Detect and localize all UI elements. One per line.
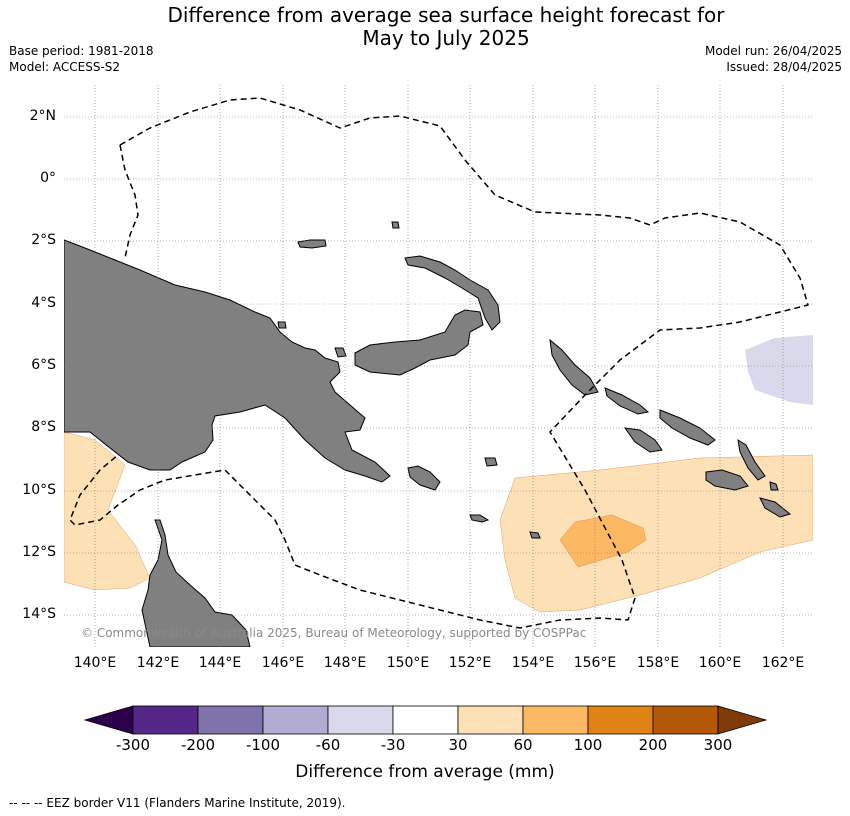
lat-label-0: 0° xyxy=(40,170,56,186)
manus-land xyxy=(297,239,327,249)
anomaly-region-light-orange-west xyxy=(64,431,151,591)
colorbar-label: -30 xyxy=(380,736,406,754)
colorbar-swatch xyxy=(522,705,589,735)
louisiade-land xyxy=(469,514,490,523)
colorbar-swatch xyxy=(327,705,394,735)
small-island-land xyxy=(334,347,347,358)
guadalcanal-land xyxy=(705,469,749,491)
eez-border xyxy=(69,97,809,629)
makira-land xyxy=(759,497,792,518)
lat-label-2n: 2°N xyxy=(29,108,56,124)
copyright-notice: © Commonwealth of Australia 2025, Bureau… xyxy=(81,626,587,640)
eez-footnote: -- -- -- EEZ border V11 (Flanders Marine… xyxy=(9,796,346,810)
small-island-land xyxy=(277,321,287,329)
lat-label-6s: 6°S xyxy=(31,357,56,373)
lon-label-162e: 162°E xyxy=(761,655,805,671)
lon-label-150e: 150°E xyxy=(386,655,430,671)
colorbar-swatch xyxy=(457,705,524,735)
lat-label-12s: 12°S xyxy=(22,544,56,560)
colorbar-swatch xyxy=(587,705,654,735)
colorbar xyxy=(83,705,768,735)
base-period: Base period: 1981-2018 xyxy=(9,44,154,58)
title-line-2: May to July 2025 xyxy=(362,26,530,50)
dentrecasteaux-land xyxy=(407,465,441,491)
colorbar-label: 300 xyxy=(703,736,733,754)
lat-label-10s: 10°S xyxy=(22,482,56,498)
model-name: Model: ACCESS-S2 xyxy=(9,60,121,74)
rossel-land xyxy=(529,531,541,539)
eez-border-north-west xyxy=(119,144,139,259)
lon-label-140e: 140°E xyxy=(73,655,117,671)
meta-left: Base period: 1981-2018 Model: ACCESS-S2 xyxy=(9,43,154,75)
bougainville-land xyxy=(549,338,599,396)
model-run: Model run: 26/04/2025 xyxy=(704,44,842,58)
colorbar-title: Difference from average (mm) xyxy=(295,762,555,782)
anomaly-region-orange xyxy=(559,514,647,568)
lon-label-142e: 142°E xyxy=(136,655,180,671)
colorbar-swatch xyxy=(262,705,329,735)
isabel-land xyxy=(659,409,716,446)
title-line-1: Difference from average sea surface heig… xyxy=(167,3,725,27)
lon-label-144e: 144°E xyxy=(198,655,242,671)
lon-label-154e: 154°E xyxy=(511,655,555,671)
colorbar-label: 30 xyxy=(448,736,468,754)
lat-label-8s: 8°S xyxy=(31,419,56,435)
colorbar-swatch xyxy=(392,705,459,735)
colorbar-label: -300 xyxy=(115,736,151,754)
colorbar-swatch xyxy=(652,705,719,735)
colorbar-swatch xyxy=(132,705,199,735)
small-island-land xyxy=(769,481,779,491)
issued-date: Issued: 28/04/2025 xyxy=(726,60,842,74)
lon-label-148e: 148°E xyxy=(323,655,367,671)
lat-label-2s: 2°S xyxy=(31,232,56,248)
colorbar-label: -60 xyxy=(315,736,341,754)
lon-label-156e: 156°E xyxy=(573,655,617,671)
colorbar-extend-high xyxy=(717,705,768,735)
colorbar-label: 100 xyxy=(573,736,603,754)
colorbar-label: 200 xyxy=(638,736,668,754)
colorbar-label: -100 xyxy=(245,736,281,754)
graticule xyxy=(64,85,813,647)
colorbar-swatch xyxy=(197,705,264,735)
small-island-land xyxy=(391,221,400,229)
new-ireland-land xyxy=(404,255,501,331)
new-georgia-land xyxy=(623,427,663,453)
anomaly-region-light-orange-east xyxy=(499,454,813,613)
lon-label-158e: 158°E xyxy=(636,655,680,671)
malaita-land xyxy=(737,438,766,481)
colorbar-label: -200 xyxy=(180,736,216,754)
small-island-land xyxy=(484,457,498,467)
new-britain-land xyxy=(354,309,484,376)
lon-label-160e: 160°E xyxy=(698,655,742,671)
lat-label-4s: 4°S xyxy=(31,295,56,311)
anomaly-region-lavender xyxy=(745,335,813,405)
lon-label-152e: 152°E xyxy=(448,655,492,671)
meta-right: Model run: 26/04/2025 Issued: 28/04/2025 xyxy=(705,43,842,75)
map-area xyxy=(64,85,813,647)
colorbar-extend-low xyxy=(83,705,134,735)
lon-label-146e: 146°E xyxy=(261,655,305,671)
new-guinea-land xyxy=(64,239,391,483)
choiseul-land xyxy=(604,387,650,415)
map-title: Difference from average sea surface heig… xyxy=(0,4,850,50)
lat-label-14s: 14°S xyxy=(22,606,56,622)
colorbar-label: 60 xyxy=(513,736,533,754)
